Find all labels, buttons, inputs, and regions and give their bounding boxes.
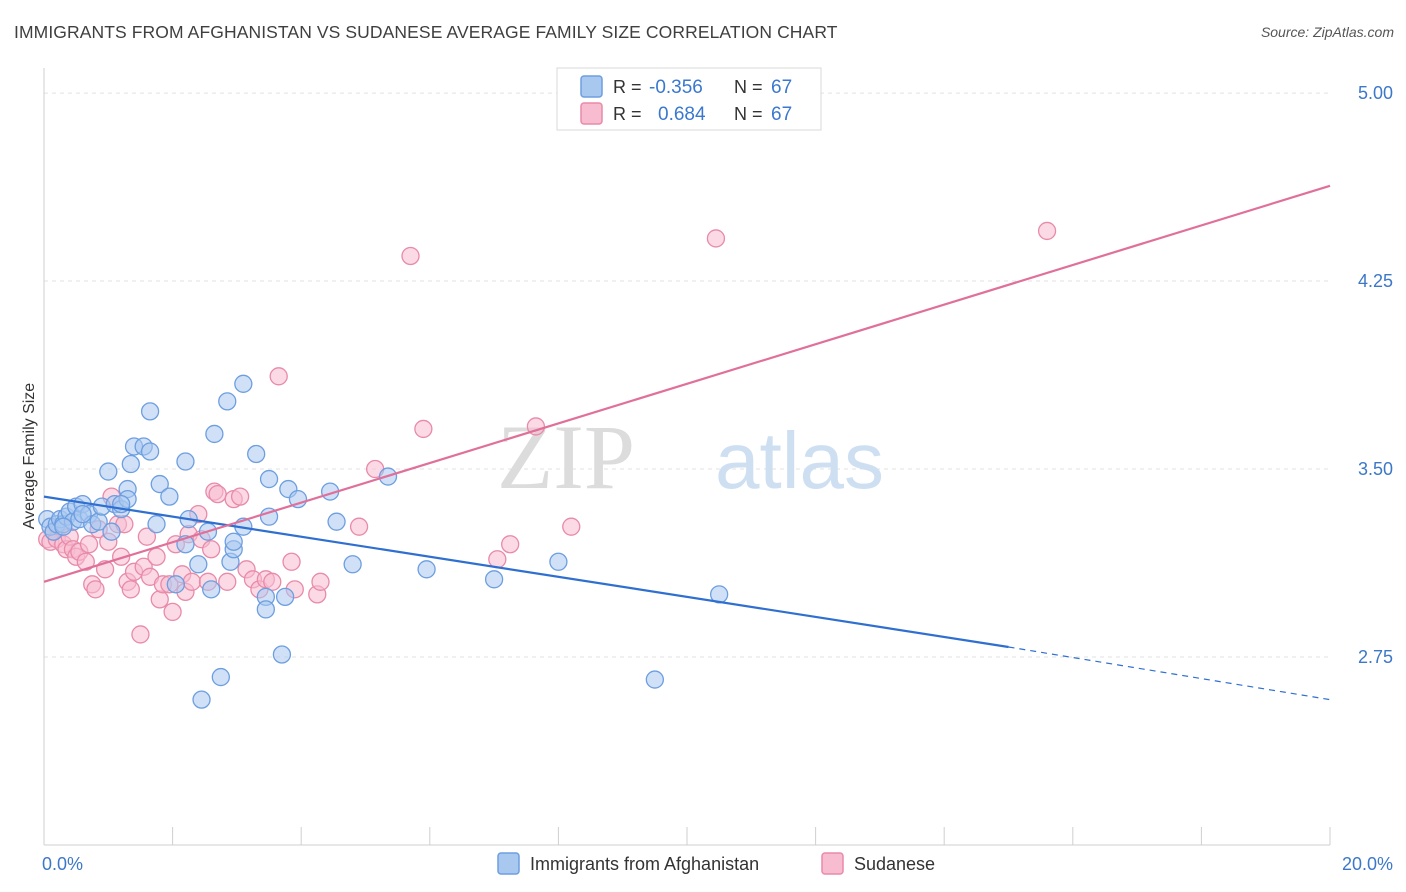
afghanistan-point-56 <box>327 512 346 531</box>
legend-n-value-1: 67 <box>771 77 792 98</box>
afghanistan-point-52 <box>275 587 295 607</box>
sudanese-point-65 <box>562 517 581 536</box>
y-tick-label-0: 2.75 <box>1358 647 1393 667</box>
sudanese-point-47 <box>230 487 250 506</box>
sudanese-point-54 <box>282 552 301 571</box>
afghanistan-point-34 <box>189 555 208 574</box>
afghanistan-point-64 <box>54 517 73 536</box>
sudanese-point-20 <box>112 547 131 566</box>
sudanese-point-29 <box>147 547 166 566</box>
sudanese-point-14 <box>86 580 105 599</box>
afghanistan-point-65 <box>73 504 92 524</box>
afghanistan-point-37 <box>202 580 221 599</box>
legend-r-value-1: -0.356 <box>649 77 703 98</box>
afghanistan-point-27 <box>147 515 166 534</box>
sudanese-point-42 <box>202 540 221 559</box>
sudanese-point-57 <box>311 572 330 591</box>
y-tick-label-2: 4.25 <box>1358 271 1393 291</box>
afghanistan-point-43 <box>224 532 243 551</box>
sudanese-point-60 <box>401 246 420 266</box>
sudanese-point-38 <box>182 572 202 591</box>
source-label: Source: ZipAtlas.com <box>1260 24 1394 40</box>
bottom-legend-label-pink: Sudanese <box>854 854 935 874</box>
afghanistan-point-39 <box>211 667 230 687</box>
legend-r-label-2: R = <box>613 104 642 124</box>
legend-n-label-1: N = <box>734 77 763 97</box>
afghanistan-point-26 <box>140 402 160 421</box>
sudanese-point-45 <box>218 572 237 591</box>
grid-lines <box>44 92 1330 658</box>
sudanese-point-61 <box>414 419 433 439</box>
trend-lines <box>43 184 1331 701</box>
legend-r-value-2: 0.684 <box>658 104 706 125</box>
bottom-legend-swatch-blue <box>497 852 520 875</box>
watermark: ZIP atlas <box>497 406 884 508</box>
sudanese-point-11 <box>76 552 95 571</box>
y-axis-title: Average Family Size <box>21 383 38 530</box>
afghanistan-point-57 <box>343 555 362 574</box>
afghanistan-point-16 <box>99 462 118 481</box>
x-tick-label-1: 20.0% <box>1342 854 1393 874</box>
afghanistan-point-30 <box>166 575 185 594</box>
sudanese-point-23 <box>121 580 140 599</box>
afghanistan-point-38 <box>205 424 224 444</box>
bottom-legend: Immigrants from Afghanistan Sudanese <box>497 852 935 875</box>
sudanese-point-30 <box>150 590 169 609</box>
afghanistan-point-32 <box>176 452 195 471</box>
afghanistan-point-48 <box>256 600 275 619</box>
afghanistan-point-59 <box>417 560 436 579</box>
sudanese-point-53 <box>269 367 288 386</box>
legend-n-label-2: N = <box>734 104 763 124</box>
sudanese-point-33 <box>163 602 182 622</box>
afghanistan-point-62 <box>645 670 664 689</box>
legend-r-label-1: R = <box>613 77 642 97</box>
watermark-atlas: atlas <box>715 416 884 505</box>
afghanistan-point-61 <box>549 552 568 571</box>
sudanese-trend-line <box>43 184 1331 583</box>
y-tick-label-1: 3.50 <box>1358 459 1393 479</box>
chart-title: IMMIGRANTS FROM AFGHANISTAN VS SUDANESE … <box>14 22 838 42</box>
bottom-legend-label-blue: Immigrants from Afghanistan <box>530 854 759 874</box>
afghanistan-point-46 <box>247 444 266 464</box>
legend-swatch-pink <box>580 102 603 125</box>
legend-box: R = -0.356 N = 67 R = 0.684 N = 67 <box>556 67 822 131</box>
watermark-zip: ZIP <box>497 406 635 508</box>
sudanese-point-62 <box>488 550 507 569</box>
sudanese-point-58 <box>349 517 369 536</box>
afghanistan-point-29 <box>160 487 179 506</box>
sudanese-point-66 <box>706 229 726 248</box>
afghanistan-point-25 <box>140 442 160 461</box>
sudanese-point-25 <box>131 625 150 644</box>
afghanistan-point-17 <box>102 522 121 541</box>
x-tick-label-0: 0.0% <box>42 854 83 874</box>
afghanistan-point-49 <box>259 469 279 489</box>
legend-swatch-blue <box>580 75 603 98</box>
afghanistan-point-50 <box>259 507 279 526</box>
y-tick-label-3: 5.00 <box>1358 83 1393 103</box>
sudanese-point-67 <box>1037 221 1057 241</box>
sudanese-point-44 <box>208 484 227 504</box>
sudanese-point-63 <box>501 535 520 554</box>
sudanese-point-52 <box>263 572 282 591</box>
afghanistan-point-40 <box>218 392 237 411</box>
legend-n-value-2: 67 <box>771 104 792 125</box>
afghanistan-point-51 <box>272 645 292 664</box>
sudanese-point-27 <box>137 527 157 546</box>
afghanistan-point-60 <box>484 570 504 589</box>
afghanistan-point-28 <box>150 474 169 494</box>
afghanistan-trend-extension <box>1008 646 1331 701</box>
afghanistan-point-44 <box>234 374 253 393</box>
bottom-legend-swatch-pink <box>821 852 844 875</box>
tick-labels: 2.75 3.50 4.25 5.00 0.0% 20.0% <box>42 83 1393 874</box>
afghanistan-trend-line <box>43 495 1009 649</box>
axes <box>43 68 1331 846</box>
sudanese-point-12 <box>79 535 99 554</box>
afghanistan-point-22 <box>121 454 140 474</box>
afghanistan-point-35 <box>192 690 211 709</box>
